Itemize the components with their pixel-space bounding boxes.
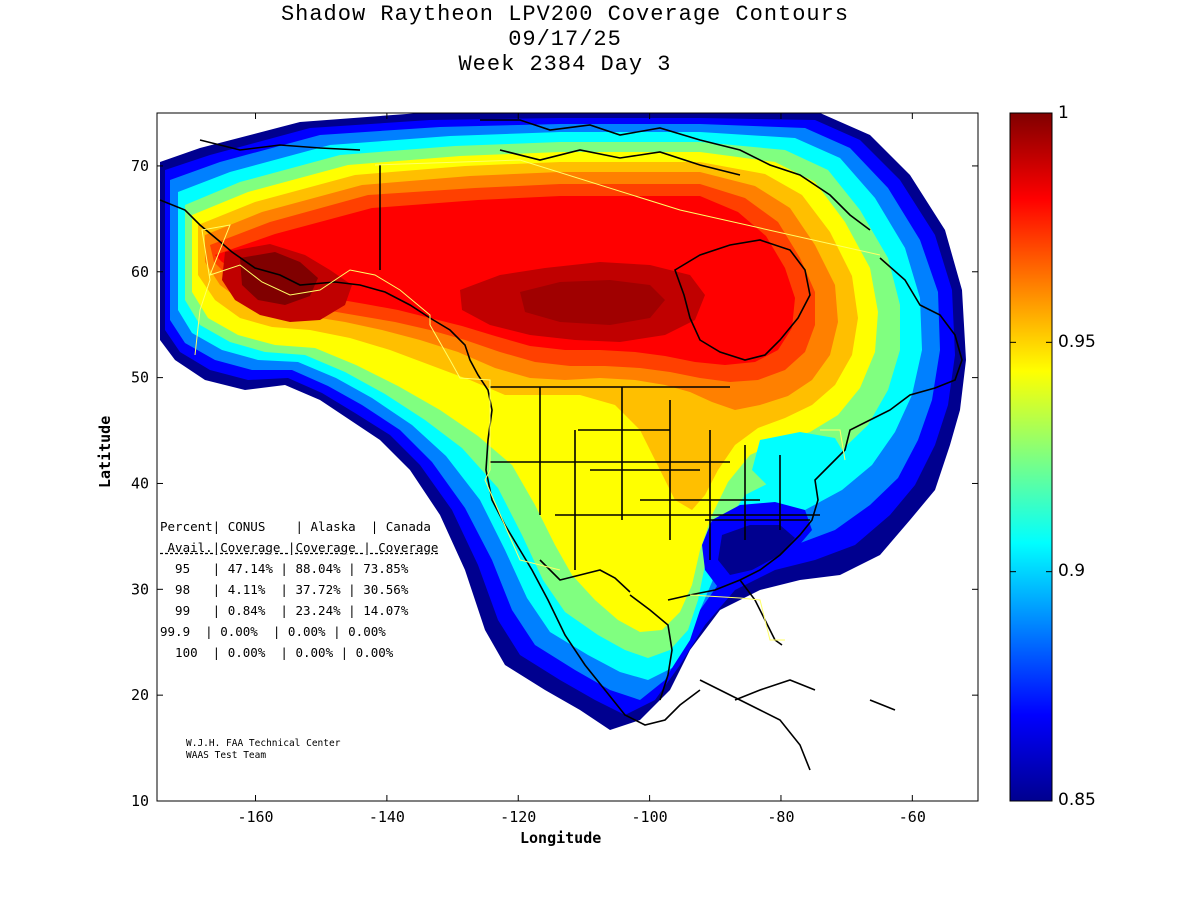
- x-tick-label: -100: [632, 808, 668, 826]
- x-tick-label: -120: [500, 808, 536, 826]
- credits: W.J.H. FAA Technical Center WAAS Test Te…: [186, 738, 340, 762]
- x-tick-label: -160: [237, 808, 273, 826]
- contour-band-se-inner: [718, 525, 795, 575]
- colorbar-label-09: 0.9: [1058, 561, 1086, 581]
- availability-table: Percent| CONUS | Alaska | Canada Avail.|…: [160, 516, 438, 663]
- y-tick-label: 60: [131, 263, 149, 281]
- colorbar-label-095: 0.95: [1058, 332, 1096, 352]
- coastline-layer: [159, 119, 963, 771]
- table-header-1: Percent| CONUS | Alaska | Canada: [160, 519, 431, 534]
- x-axis-label: Longitude: [520, 829, 602, 847]
- x-tick-label: -60: [899, 808, 926, 826]
- contour-layer: [159, 113, 966, 771]
- colorbar-ticks: [1010, 112, 1052, 802]
- y-tick-label: 40: [131, 474, 149, 492]
- colorbar-label-085: 0.85: [1058, 790, 1096, 810]
- x-tick-label: -80: [767, 808, 794, 826]
- colorbar: [1009, 112, 1053, 802]
- chart-date: 09/17/25: [508, 27, 622, 52]
- colorbar-label-1: 1: [1058, 103, 1069, 123]
- table-rows: 95 | 47.14% | 88.04% | 73.85% 98 | 4.11%…: [160, 561, 409, 660]
- credits-line1: W.J.H. FAA Technical Center: [186, 738, 341, 749]
- region-outlines: [194, 159, 881, 641]
- y-tick-label: 10: [131, 792, 149, 810]
- x-axis-ticks: -160 -140 -120 -100 -80 -60: [237, 113, 926, 826]
- credits-line2: WAAS Test Team: [186, 750, 267, 761]
- plot-frame: [156, 112, 979, 802]
- y-axis-label-text: Latitude: [96, 415, 114, 488]
- y-tick-label: 70: [131, 157, 149, 175]
- table-header-2: Avail.|Coverage |Coverage | Coverage: [160, 540, 439, 555]
- contour-band-1-alaska: [240, 252, 318, 305]
- chart-week: Week 2384 Day 3: [458, 52, 672, 77]
- y-tick-label: 50: [131, 369, 149, 387]
- chart-title: Shadow Raytheon LPV200 Coverage Contours: [280, 2, 850, 27]
- y-tick-label: 20: [131, 686, 149, 704]
- state-borders: [490, 386, 820, 570]
- y-tick-label: 30: [131, 580, 149, 598]
- x-tick-label: -140: [369, 808, 405, 826]
- y-axis-ticks: 70 60 50 40 30 20 10: [131, 157, 978, 810]
- contour-band-1-canada: [520, 280, 665, 325]
